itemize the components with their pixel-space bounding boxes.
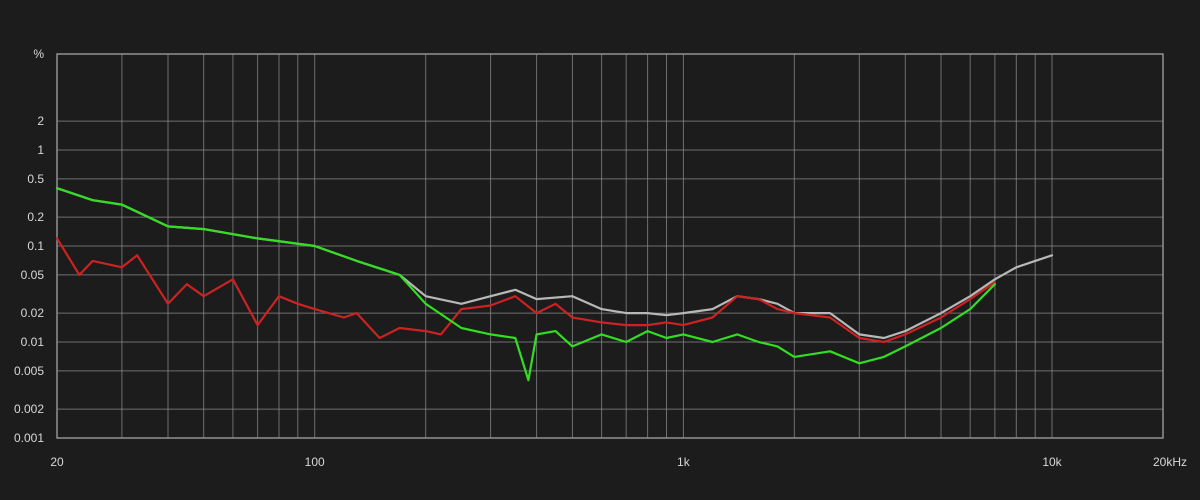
grid — [57, 54, 1163, 438]
series-line-2 — [55, 237, 997, 344]
plot-frame — [56, 53, 1164, 439]
x-tick-label: 10k — [1042, 455, 1062, 469]
y-tick-label: 1 — [37, 143, 44, 157]
y-tick-label: 0.05 — [21, 268, 45, 282]
x-tick-label: 1k — [677, 455, 691, 469]
y-tick-label: 0.005 — [14, 364, 44, 378]
x-tick-label: 100 — [305, 455, 325, 469]
y-tick-label: % — [33, 47, 44, 61]
y-tick-label: 0.001 — [14, 431, 44, 445]
x-tick-label: 20 — [50, 455, 64, 469]
x-axis-ticks: 20 100 1k 10k 20kHz — [50, 455, 1187, 469]
y-tick-label: 0.01 — [21, 335, 45, 349]
y-axis-ticks: % 2 1 0.5 0.2 0.1 0.05 0.02 0.01 0.005 0.002 0.001 — [14, 47, 44, 445]
x-tick-label: 20kHz — [1153, 455, 1187, 469]
y-tick-label: 0.002 — [14, 402, 44, 416]
y-tick-label: 2 — [37, 114, 44, 128]
y-tick-label: 0.1 — [27, 239, 44, 253]
series-line-3 — [55, 187, 997, 382]
y-tick-label: 0.2 — [27, 210, 44, 224]
y-tick-label: 0.5 — [27, 172, 44, 186]
y-tick-label: 0.02 — [21, 306, 45, 320]
series-line-1 — [55, 187, 1054, 340]
series-group — [55, 187, 1054, 382]
